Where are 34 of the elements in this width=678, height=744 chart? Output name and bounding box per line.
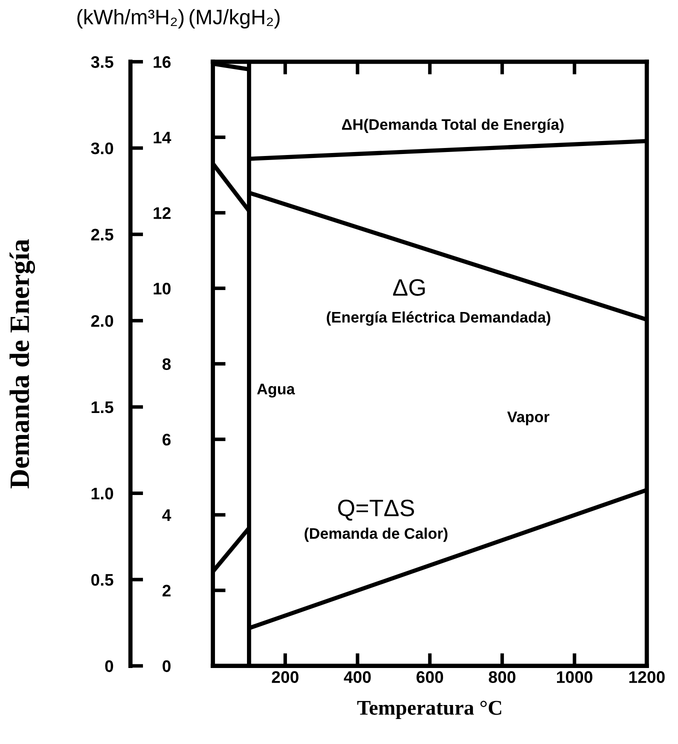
x-tick-label: 200 <box>272 671 298 683</box>
annotation: ΔG <box>393 279 425 296</box>
annotation: Agua <box>257 384 296 398</box>
y-tick-label: 4 <box>162 509 172 521</box>
y2-tick-label: 1.0 <box>92 488 114 500</box>
y-tick-label: 0 <box>162 660 171 672</box>
annotation: Vapor <box>507 412 550 426</box>
x-tick-label: 400 <box>344 671 371 683</box>
y-tick-label: 16 <box>154 56 171 68</box>
annotation: Q=TΔS <box>338 500 414 521</box>
y-tick-label: 6 <box>162 434 171 446</box>
x-tick-label: 600 <box>416 671 444 683</box>
y2-axis-title: Demanda de Energía <box>10 239 35 488</box>
x-axis-title: Temperatura °C <box>357 700 502 720</box>
x-tick-label: 800 <box>488 671 516 683</box>
y2-tick-label: 3.0 <box>90 142 114 154</box>
y2-tick-label: 2.0 <box>91 315 114 327</box>
y-tick-label: 8 <box>162 358 171 370</box>
text: (kWh/m³H₂) <box>77 9 184 29</box>
y2-tick-label: 0 <box>105 660 114 672</box>
y-tick-label: 2 <box>162 584 171 596</box>
y-tick-label: 10 <box>154 282 171 295</box>
annotation: (Energía Eléctrica Demandada) <box>326 311 550 326</box>
annotation: (Demanda de Calor) <box>304 528 448 542</box>
y2-tick-label: 2.5 <box>91 228 114 241</box>
y-tick-label: 12 <box>154 207 171 219</box>
y2-tick-label: 1.5 <box>92 402 114 414</box>
y-axis-title: (MJ/kgH₂) <box>190 9 280 29</box>
x-tick-label: 1200 <box>629 671 665 683</box>
y-tick-label: 14 <box>154 132 172 144</box>
y2-tick-label: 0.5 <box>91 574 114 586</box>
x-tick-label: 1000 <box>557 671 592 683</box>
y2-tick-label: 3.5 <box>90 56 114 68</box>
annotation: ΔH(Demanda Total de Energía) <box>342 118 564 134</box>
